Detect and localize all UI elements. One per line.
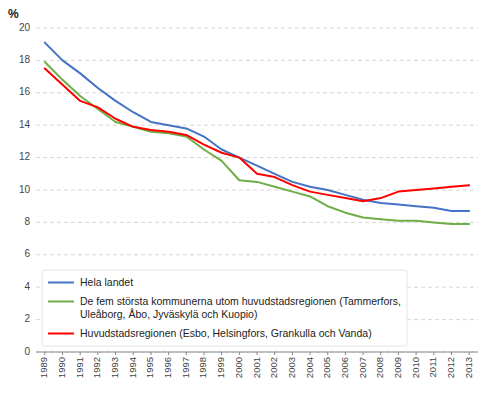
grid <box>36 28 478 352</box>
x-tick <box>115 352 116 355</box>
x-tick <box>380 352 381 355</box>
legend-label: Huvudstadsregionen (Esbo, Helsingfors, G… <box>80 326 372 338</box>
x-tick-label: 2009 <box>392 357 403 378</box>
x-tick <box>80 352 81 355</box>
x-tick <box>398 352 399 355</box>
grid-line <box>36 157 478 158</box>
x-tick <box>150 352 151 355</box>
x-tick <box>310 352 311 355</box>
grid-line <box>36 125 478 126</box>
legend-label: Hela landet <box>80 275 133 287</box>
legend-swatch <box>48 333 74 335</box>
y-tick-label: 6 <box>24 248 30 259</box>
grid-line <box>36 28 478 29</box>
legend-box <box>42 270 407 346</box>
chart: 0 2 4 6 8 10 12 14 16 18 20 1989 1990 1991 1992 1993 199… <box>0 0 490 394</box>
x-tick <box>363 352 364 355</box>
x-tick-label: 2013 <box>463 357 474 378</box>
series-line <box>45 43 469 211</box>
x-tick-label: 1989 <box>38 357 49 378</box>
legend-label: De fem största kommunerna utom huvudstad… <box>80 294 401 319</box>
x-tick <box>133 352 134 355</box>
x-tick <box>416 352 417 355</box>
x-tick-label: 1999 <box>215 357 226 378</box>
x-tick-label: 2005 <box>321 357 332 378</box>
x-tick <box>203 352 204 355</box>
x-tick <box>257 352 258 355</box>
y-tick-label: 12 <box>19 151 31 162</box>
series-line <box>45 62 469 224</box>
x-tick-label: 2007 <box>357 357 368 378</box>
x-tick <box>292 352 293 355</box>
x-tick-label: 1991 <box>74 357 85 378</box>
y-tick-label: 14 <box>19 119 31 130</box>
x-tick-label: 2004 <box>304 357 315 378</box>
x-tick-label: 1996 <box>162 357 173 378</box>
y-tick-label: 2 <box>24 313 30 324</box>
x-tick <box>327 352 328 355</box>
x-tick <box>168 352 169 355</box>
legend-swatch <box>48 282 74 284</box>
x-tick <box>274 352 275 355</box>
y-axis-label: % <box>8 7 19 21</box>
y-tick-label: 10 <box>19 184 31 195</box>
x-tick-label: 1997 <box>180 357 191 378</box>
x-tick-label: 2008 <box>374 357 385 378</box>
grid-line <box>36 92 478 93</box>
y-tick-label: 8 <box>24 216 30 227</box>
x-tick <box>345 352 346 355</box>
y-tick-label: 16 <box>19 86 31 97</box>
x-tick-label: 2006 <box>339 357 350 378</box>
grid-line <box>36 222 478 223</box>
y-tick-label: 18 <box>19 54 31 65</box>
x-tick-label: 1995 <box>144 357 155 378</box>
lines <box>45 43 469 224</box>
x-tick-label: 1993 <box>109 357 120 378</box>
x-tick <box>451 352 452 355</box>
x-tick <box>469 352 470 355</box>
y-tick-label: 0 <box>24 346 30 357</box>
x-tick-label: 2001 <box>251 357 262 378</box>
y-tick-label: 20 <box>19 22 31 33</box>
x-tick-label: 2000 <box>233 357 244 378</box>
x-tick-label: 1992 <box>91 357 102 378</box>
x-tick-label: 2010 <box>410 357 421 378</box>
legend-swatch <box>48 301 74 303</box>
x-tick-label: 1998 <box>197 357 208 378</box>
x-tick <box>221 352 222 355</box>
x-tick-label: 2012 <box>445 357 456 378</box>
x-tick <box>239 352 240 355</box>
x-tick-label: 2011 <box>427 357 438 377</box>
x-tick <box>62 352 63 355</box>
x-tick-label: 2002 <box>268 357 279 378</box>
legend: Hela landet De fem största kommunerna uto… <box>42 270 407 346</box>
x-tick <box>44 352 45 355</box>
x-tick <box>97 352 98 355</box>
y-tick-label: 4 <box>24 281 30 292</box>
series-line <box>45 69 469 202</box>
x-tick-label: 2003 <box>286 357 297 378</box>
x-tick <box>186 352 187 355</box>
grid-line <box>36 60 478 61</box>
grid-line <box>36 254 478 255</box>
x-tick <box>433 352 434 355</box>
x-tick-label: 1990 <box>56 357 67 378</box>
x-tick-label: 1994 <box>127 357 138 378</box>
